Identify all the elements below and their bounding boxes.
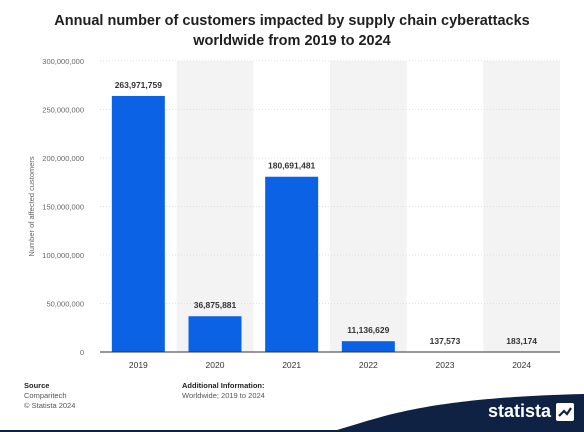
source-heading: Source: [24, 381, 50, 390]
y-tick-label: 150,000,000: [42, 203, 84, 212]
x-tick-label: 2020: [206, 360, 225, 370]
chart-title: Annual number of customers impacted by s…: [0, 11, 584, 51]
chart-title-line-1: Annual number of customers impacted by s…: [54, 13, 530, 29]
bar-value-label: 183,174: [506, 336, 537, 346]
x-tick-label: 2019: [129, 360, 148, 370]
bar-value-label: 36,875,881: [194, 300, 237, 310]
source-block: Source Comparitech © Statista 2024: [24, 381, 75, 411]
x-tick-label: 2021: [282, 360, 301, 370]
statista-logo-icon: [556, 402, 574, 421]
bar: [265, 176, 319, 352]
statista-brand[interactable]: statista: [488, 401, 574, 422]
bar: [341, 341, 395, 352]
copyright: © Statista 2024: [24, 401, 76, 410]
bar-value-label: 11,136,629: [347, 325, 389, 335]
bar-value-label: 180,691,481: [268, 161, 316, 171]
bar-chart: 0 50,000,000 100,000,000 150,000,000 200,000…: [27, 57, 560, 370]
additional-info-block: Additional Information: Worldwide; 2019 …: [182, 381, 265, 401]
bar: [188, 316, 242, 352]
y-tick-label: 50,000,000: [46, 300, 84, 309]
brand-name: statista: [487, 401, 551, 421]
source-name: Comparitech: [24, 391, 67, 400]
y-tick-label: 300,000,000: [42, 57, 84, 66]
y-axis-label: Number of affected customers: [27, 156, 36, 257]
bar-value-label: 263,971,759: [115, 80, 163, 90]
y-tick-label: 0: [80, 348, 84, 357]
x-tick-label: 2022: [359, 360, 378, 370]
x-tick-label: 2024: [512, 360, 531, 370]
bar: [111, 95, 165, 353]
additional-info-text: Worldwide; 2019 to 2024: [182, 391, 265, 400]
y-tick-label: 100,000,000: [42, 251, 84, 260]
chart-title-line-2: worldwide from 2019 to 2024: [193, 33, 391, 49]
y-tick-label: 250,000,000: [42, 106, 84, 115]
additional-info-heading: Additional Information:: [182, 381, 265, 390]
bar-value-label: 137,573: [430, 336, 461, 346]
column-band: [330, 61, 407, 352]
x-tick-label: 2023: [436, 360, 455, 370]
y-tick-label: 200,000,000: [42, 154, 84, 163]
